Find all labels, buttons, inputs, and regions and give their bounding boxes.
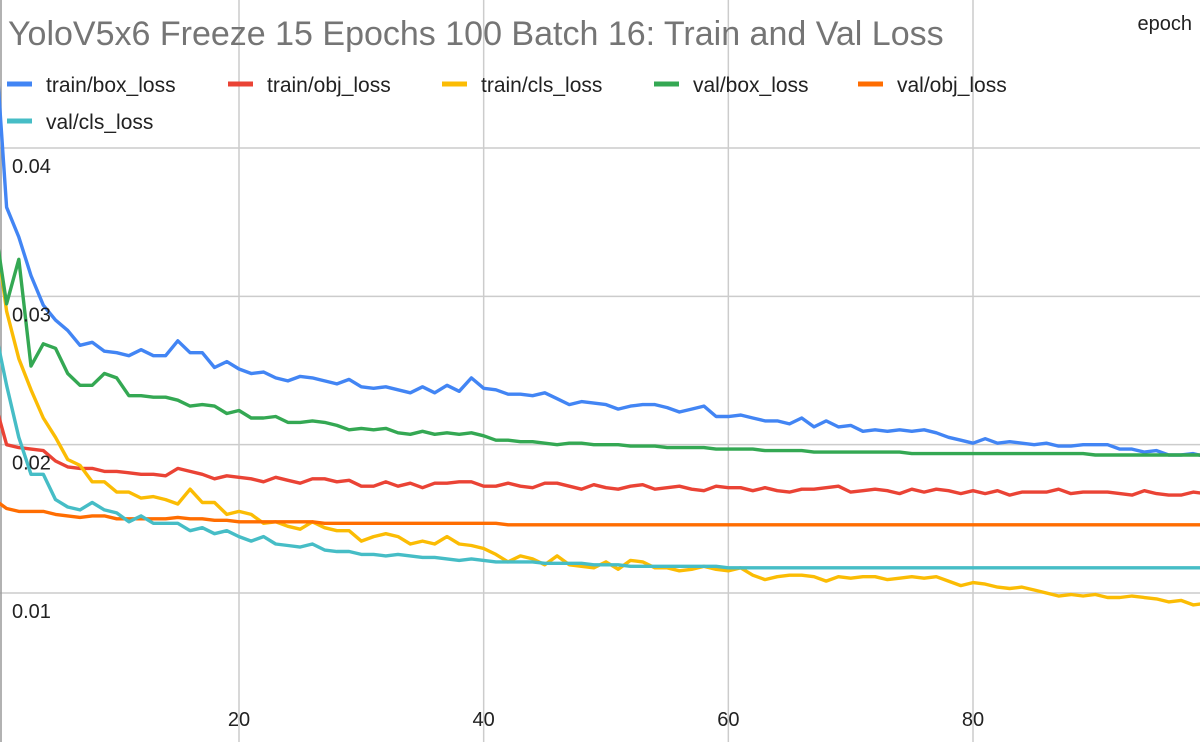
legend-item: val/obj_loss xyxy=(858,74,1007,97)
legend-item: train/cls_loss xyxy=(442,74,602,97)
x-axis-ticks: 20 40 60 80 xyxy=(228,709,984,731)
series-line-val-cls-loss xyxy=(0,345,1200,570)
y-tick-label: 0.04 xyxy=(12,156,51,178)
legend-item: val/cls_loss xyxy=(7,111,153,134)
series-line-val-box-loss xyxy=(0,248,1200,457)
legend-label: train/cls_loss xyxy=(481,74,602,97)
legend-label: train/box_loss xyxy=(46,74,176,97)
legend-label: train/obj_loss xyxy=(267,74,391,97)
legend-label: val/obj_loss xyxy=(897,74,1007,97)
legend-item: val/box_loss xyxy=(654,74,809,97)
chart-title: YoloV5x6 Freeze 15 Epochs 100 Batch 16: … xyxy=(8,15,944,53)
x-tick-label: 80 xyxy=(962,709,984,731)
x-tick-label: 40 xyxy=(473,709,495,731)
y-axis-ticks: 0.01 0.02 0.03 0.04 xyxy=(12,156,51,623)
legend: train/box_loss train/obj_loss train/cls_lo… xyxy=(7,74,1007,134)
x-axis-label: epoch xyxy=(1138,13,1193,35)
series-line-val-obj-loss xyxy=(0,501,1200,527)
series-line-train-obj-loss xyxy=(0,414,1200,497)
series-lines xyxy=(0,85,1200,607)
x-tick-label: 20 xyxy=(228,709,250,731)
y-tick-label: 0.02 xyxy=(12,453,51,475)
series-line-train-cls-loss xyxy=(0,251,1200,607)
legend-label: val/cls_loss xyxy=(46,111,153,134)
legend-label: val/box_loss xyxy=(693,74,809,97)
y-tick-label: 0.01 xyxy=(12,601,51,623)
legend-item: train/box_loss xyxy=(7,74,176,97)
series-line-train-box-loss xyxy=(0,85,1200,457)
y-tick-label: 0.03 xyxy=(12,304,51,326)
x-tick-label: 60 xyxy=(717,709,739,731)
legend-item: train/obj_loss xyxy=(228,74,391,97)
